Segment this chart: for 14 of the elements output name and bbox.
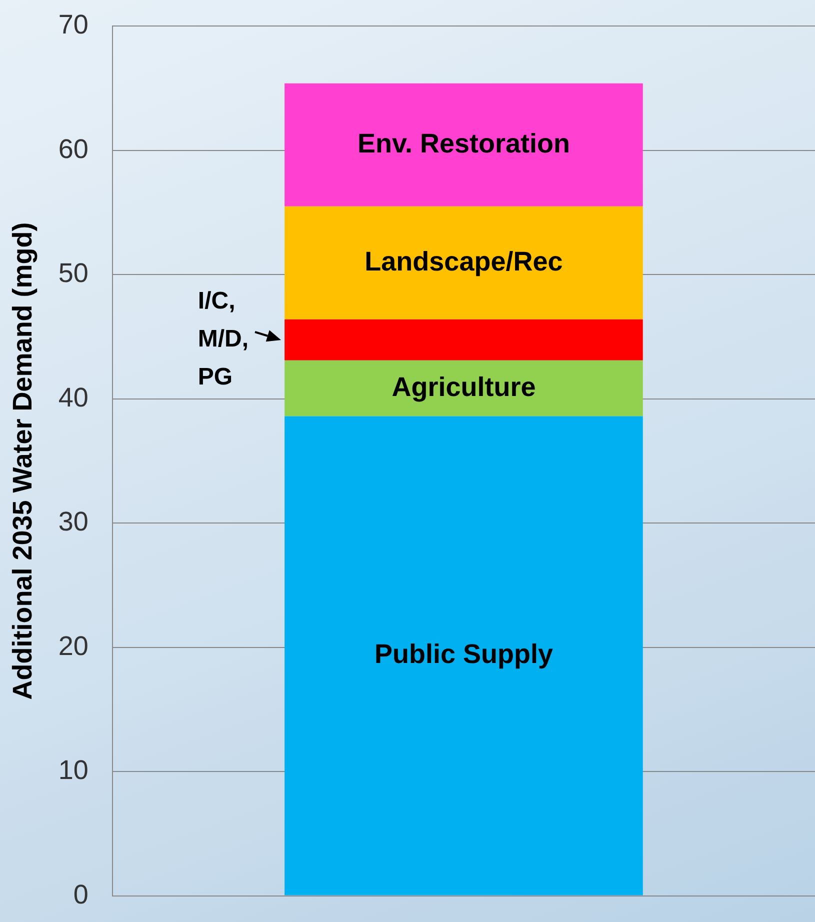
- y-tick-label: 40: [58, 382, 88, 412]
- y-tick-label: 70: [58, 10, 88, 40]
- series-label: Agriculture: [392, 372, 536, 402]
- series-label: Landscape/Rec: [364, 246, 563, 276]
- y-tick-label: 20: [58, 630, 88, 661]
- y-tick-label: 10: [58, 755, 88, 786]
- y-tick-label: 30: [58, 506, 88, 537]
- series-label: Public Supply: [374, 639, 553, 670]
- y-tick-label: 60: [58, 134, 88, 164]
- y-axis-title: Additional 2035 Water Demand (mgd): [8, 222, 38, 700]
- series-label: Env. Restoration: [357, 128, 570, 158]
- series-label: I/C, M/D, PG: [198, 288, 249, 390]
- y-tick-label: 0: [73, 879, 88, 910]
- y-tick-label: 50: [58, 258, 88, 288]
